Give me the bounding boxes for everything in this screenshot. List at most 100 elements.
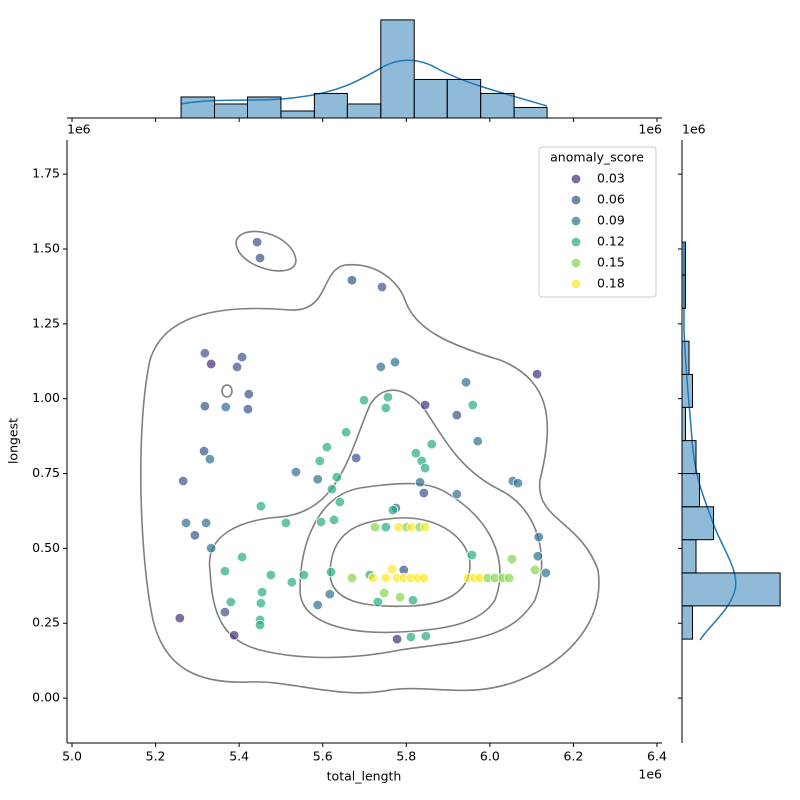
scatter-point	[407, 594, 419, 606]
legend-label: 0.03	[597, 171, 625, 186]
y-tick-label: 0.00	[32, 690, 60, 705]
legend-marker	[570, 173, 582, 185]
scatter-point	[254, 252, 266, 264]
scatter-point	[340, 427, 352, 438]
scatter-point	[394, 591, 406, 603]
scatter-point	[255, 597, 267, 609]
kde-contour	[140, 264, 600, 694]
legend-marker	[570, 278, 582, 290]
scatter-point	[200, 517, 212, 529]
scatter-point	[280, 517, 292, 529]
marginal-y-bar	[681, 473, 701, 508]
marginal-y-bar	[681, 340, 690, 375]
x-tick-label: 6.4	[647, 749, 667, 764]
scatter-point	[225, 596, 236, 608]
x-tick-label: 5.8	[396, 749, 416, 764]
scatter-point	[466, 549, 478, 561]
scatter-point	[512, 477, 524, 489]
scatter-point	[380, 572, 392, 584]
marginal-x-bar	[446, 78, 482, 119]
scatter-point	[177, 475, 189, 487]
legend-marker	[570, 257, 582, 269]
x-tick-label: 5.2	[146, 749, 166, 764]
marginal-y-bar	[681, 241, 687, 276]
scatter-point	[369, 521, 381, 533]
scatter-point	[314, 455, 325, 467]
scatter-point	[204, 453, 216, 465]
scatter-point	[236, 551, 248, 563]
y-tick-label: 0.25	[32, 615, 60, 630]
scatter-point	[346, 274, 358, 286]
kde-contour	[329, 517, 471, 608]
legend-label: 0.06	[597, 192, 625, 207]
kde-contours	[140, 230, 600, 694]
marginal-x-bar	[346, 103, 382, 119]
marginal-x-bar	[280, 110, 315, 119]
y-tick-label: 0.50	[32, 540, 60, 555]
offset-text: 1e6	[638, 122, 662, 137]
scatter-point	[331, 471, 343, 483]
marginal-x-bar	[513, 106, 548, 119]
scatter-point	[242, 403, 254, 415]
offset-text: 1e6	[67, 122, 91, 137]
scatter-point	[405, 631, 417, 643]
scatter-point	[451, 488, 463, 500]
legend-marker	[570, 194, 582, 206]
offset-text: 1e6	[682, 122, 706, 137]
scatter-point	[199, 400, 211, 412]
scatter-point	[386, 563, 398, 575]
scatter-point	[298, 569, 310, 581]
scatter-point	[315, 516, 327, 528]
scatter-point	[451, 409, 463, 421]
scatter-point	[265, 569, 277, 581]
scatter-point	[380, 402, 392, 414]
scatter-point	[286, 577, 297, 588]
scatter-point	[376, 281, 388, 293]
scatter-point	[426, 438, 437, 450]
marginal-y-bar	[681, 572, 781, 607]
scatter-point	[324, 588, 336, 600]
y-tick-label: 1.00	[32, 390, 60, 405]
kde-contour	[235, 230, 297, 272]
y-axis-label: longest	[6, 418, 21, 464]
scatter-point	[228, 630, 240, 641]
scatter-point	[219, 606, 231, 618]
kde-contour	[299, 482, 501, 634]
scatter-point	[220, 401, 231, 413]
scatter-point	[503, 572, 515, 584]
scatter-point	[325, 566, 337, 578]
scatter-point	[531, 368, 543, 380]
scatter-point	[358, 394, 370, 406]
scatter-point	[419, 399, 431, 411]
legend-label: 0.12	[597, 234, 625, 249]
y-tick-label: 1.25	[32, 315, 60, 330]
scatter-point	[529, 564, 541, 576]
scatter-point	[328, 514, 340, 526]
scatter-point	[219, 565, 231, 577]
scatter-point	[372, 596, 384, 608]
legend-title: anomaly_score	[550, 150, 644, 165]
marginal-y-bar	[681, 440, 697, 475]
scatter-point	[418, 572, 430, 584]
scatter-point	[205, 542, 217, 554]
marginal-y-bar	[681, 539, 697, 574]
marginal-x-bar	[180, 96, 215, 119]
marginal-y-bar	[681, 373, 694, 408]
x-tick-label: 5.6	[313, 749, 333, 764]
scatter-point	[410, 447, 422, 459]
legend-box	[538, 146, 657, 298]
marginal-x-bar	[313, 92, 348, 119]
x-tick-label: 5.4	[229, 749, 249, 764]
legend-marker	[570, 236, 582, 248]
scatter-point	[290, 466, 302, 478]
marginal-y-bar	[681, 406, 687, 442]
scatter-point	[189, 530, 201, 541]
scatter-point	[389, 356, 401, 368]
scatter-point	[533, 531, 544, 543]
legend: anomaly_score 0.03 0.06 0.09 0.12 0.15 0.18	[538, 146, 657, 298]
scatter-point	[387, 504, 399, 516]
x-axis-label: total_length	[327, 769, 402, 784]
scatter-point	[420, 630, 432, 642]
scatter-point	[418, 487, 430, 499]
